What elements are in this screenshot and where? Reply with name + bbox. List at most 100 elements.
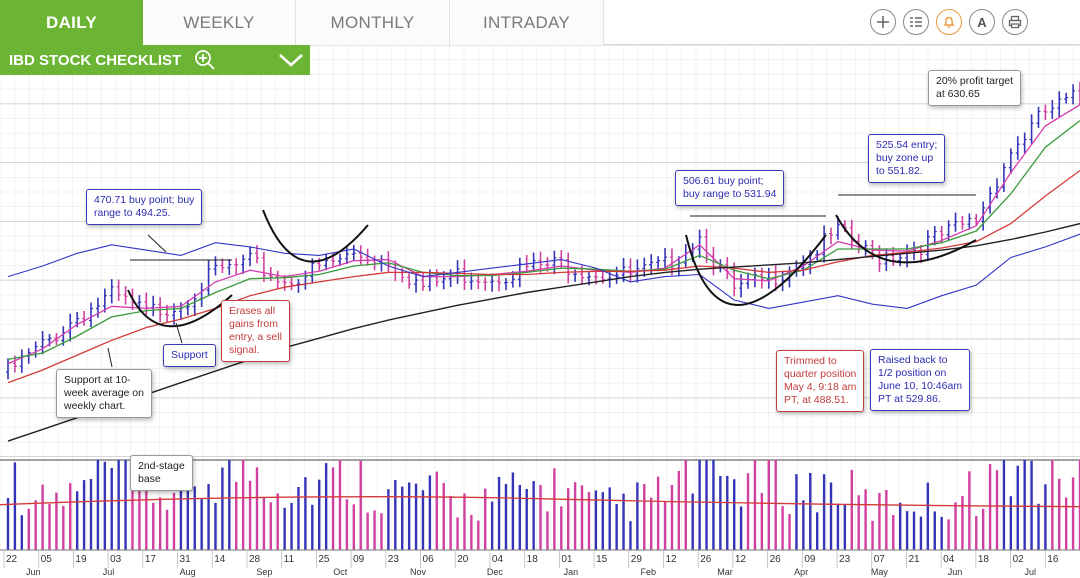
volume-bar xyxy=(394,480,397,550)
volume-bar xyxy=(995,470,999,550)
chevron-down-icon[interactable] xyxy=(278,52,304,72)
date-tick-label: 04 xyxy=(943,554,955,565)
volume-bar xyxy=(490,501,494,550)
callout-second-stage-base: 2nd-stage base xyxy=(130,455,193,491)
volume-bar xyxy=(1064,497,1068,550)
ma-10-line xyxy=(7,104,1080,365)
volume-bar xyxy=(318,479,321,550)
ibd-stock-checklist-bar[interactable]: IBD STOCK CHECKLIST xyxy=(0,45,310,75)
tab-intraday[interactable]: INTRADAY xyxy=(450,0,604,45)
volume-bar xyxy=(373,510,376,550)
price-bar xyxy=(414,272,419,293)
price-bar xyxy=(1036,106,1041,128)
callout-trimmed: Trimmed to quarter position May 4, 9:18 … xyxy=(776,350,865,412)
volume-bar xyxy=(567,488,570,550)
volume-bar xyxy=(193,486,196,550)
price-bar xyxy=(88,302,93,328)
price-bar xyxy=(1071,84,1076,105)
date-tick-label: 11 xyxy=(284,554,295,565)
volume-bar xyxy=(822,474,826,550)
callout-support-10-week: Support at 10- week average on weekly ch… xyxy=(56,369,152,418)
volume-bar xyxy=(857,495,860,550)
volume-bar xyxy=(643,483,646,550)
date-tick-label: 16 xyxy=(1047,554,1059,565)
tab-monthly[interactable]: MONTHLY xyxy=(296,0,450,45)
volume-bar xyxy=(1071,477,1075,550)
add-icon[interactable] xyxy=(870,9,896,35)
price-bar xyxy=(68,313,73,342)
tab-daily[interactable]: DAILY xyxy=(0,0,143,45)
price-bar xyxy=(386,251,391,273)
month-tick-label: Mar xyxy=(717,567,733,577)
date-tick-label: 05 xyxy=(41,554,53,565)
price-bar xyxy=(324,253,329,271)
indicator-lines xyxy=(0,104,1080,508)
volume-bar xyxy=(905,511,909,550)
chart-toolbar: A xyxy=(870,9,1028,35)
price-bar xyxy=(261,251,266,282)
price-bar xyxy=(683,244,688,268)
list-icon[interactable] xyxy=(903,9,929,35)
price-bar xyxy=(206,259,211,296)
month-tick-label: Nov xyxy=(410,567,427,577)
volume-bar xyxy=(34,500,37,550)
price-bar xyxy=(19,349,24,373)
volume-bar xyxy=(912,511,916,550)
price-bar xyxy=(116,279,121,301)
cup-base-curve xyxy=(685,234,827,306)
volume-bar xyxy=(477,520,480,550)
volume-bar xyxy=(933,511,936,550)
volume-bar xyxy=(871,520,874,550)
volume-bar xyxy=(103,461,107,550)
volume-bar xyxy=(587,492,591,550)
callout-raised: Raised back to 1/2 position on June 10, … xyxy=(870,349,971,411)
date-tick-label: 31 xyxy=(180,554,192,565)
volume-bar xyxy=(6,498,10,550)
callout-support: Support xyxy=(163,344,216,367)
volume-bar xyxy=(802,500,805,550)
volume-bar xyxy=(297,486,300,550)
volume-bar xyxy=(62,505,65,550)
tab-weekly[interactable]: WEEKLY xyxy=(143,0,296,45)
volume-bar xyxy=(221,467,224,550)
date-tick-label: 06 xyxy=(423,554,435,565)
price-bar xyxy=(6,358,10,380)
cup-base-curve xyxy=(835,214,977,264)
volume-bar xyxy=(898,502,902,550)
volume-bar xyxy=(947,519,950,550)
volume-bar xyxy=(456,517,459,550)
volume-bar xyxy=(421,490,425,550)
bell-icon[interactable] xyxy=(936,9,962,35)
month-tick-label: Jul xyxy=(103,567,115,577)
print-icon[interactable] xyxy=(1002,9,1028,35)
price-bar xyxy=(898,252,903,267)
cup-base-curve xyxy=(127,289,233,328)
volume-bar xyxy=(829,482,833,550)
date-tick-label: 15 xyxy=(596,554,608,565)
month-tick-label: Jul xyxy=(1025,567,1037,577)
date-tick-label: 01 xyxy=(561,554,573,565)
font-icon[interactable]: A xyxy=(969,9,995,35)
volume-bars xyxy=(6,459,1080,550)
volume-bar xyxy=(677,470,681,550)
magnify-plus-icon[interactable] xyxy=(194,49,216,75)
price-bar xyxy=(1022,132,1027,154)
volume-bar xyxy=(712,459,715,550)
price-bar xyxy=(351,244,356,261)
price-bar xyxy=(102,288,107,313)
price-volume-chart: 22 05 19 03 17 31 14 28 11 25 09 23 06 20 04 18 01 15 29 12… xyxy=(0,45,1080,577)
volume-bar xyxy=(1030,460,1033,550)
volume-bar xyxy=(892,515,895,550)
callout-buy-point-1: 470.71 buy point; buy range to 494.25. xyxy=(86,189,203,225)
price-bar xyxy=(185,300,190,316)
base-pattern-curves xyxy=(107,194,977,368)
price-bar xyxy=(891,247,896,266)
price-bar xyxy=(95,297,100,318)
price-bar xyxy=(490,273,495,292)
volume-bar xyxy=(739,506,743,550)
volume-bar xyxy=(401,486,404,550)
date-tick-label: 12 xyxy=(665,554,677,565)
month-tick-label: Oct xyxy=(333,567,348,577)
price-bar xyxy=(1050,99,1055,119)
price-bar xyxy=(123,286,128,305)
